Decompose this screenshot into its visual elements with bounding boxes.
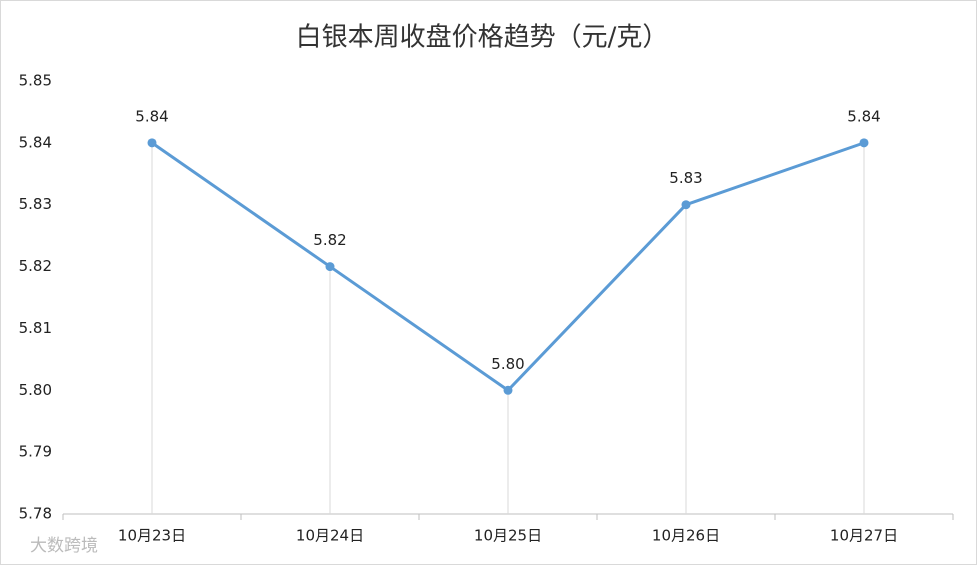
y-tick-label: 5.82 — [19, 257, 52, 275]
y-tick-label: 5.84 — [19, 133, 52, 151]
y-tick-label: 5.80 — [19, 381, 52, 399]
data-point — [325, 262, 335, 272]
data-point — [859, 138, 869, 148]
x-tick-label: 10月24日 — [296, 527, 364, 545]
data-label: 5.84 — [135, 107, 168, 125]
y-tick-label: 5.79 — [19, 443, 52, 461]
x-tick-label: 10月23日 — [118, 527, 186, 545]
data-point — [147, 138, 157, 148]
data-label: 5.80 — [491, 355, 524, 373]
y-tick-label: 5.78 — [19, 505, 52, 523]
y-tick-label: 5.81 — [19, 319, 52, 337]
watermark: 大数跨境 — [30, 536, 98, 556]
x-tick-label: 10月27日 — [830, 527, 898, 545]
data-point — [503, 385, 513, 395]
x-tick-label: 10月26日 — [652, 527, 720, 545]
y-tick-label: 5.83 — [19, 195, 52, 213]
data-label: 5.83 — [669, 169, 702, 187]
chart-title: 白银本周收盘价格趋势（元/克） — [296, 23, 669, 53]
y-tick-label: 5.85 — [19, 72, 52, 90]
x-tick-label: 10月25日 — [474, 527, 542, 545]
data-point — [681, 200, 691, 210]
data-label: 5.84 — [847, 107, 880, 125]
data-label: 5.82 — [313, 231, 346, 249]
